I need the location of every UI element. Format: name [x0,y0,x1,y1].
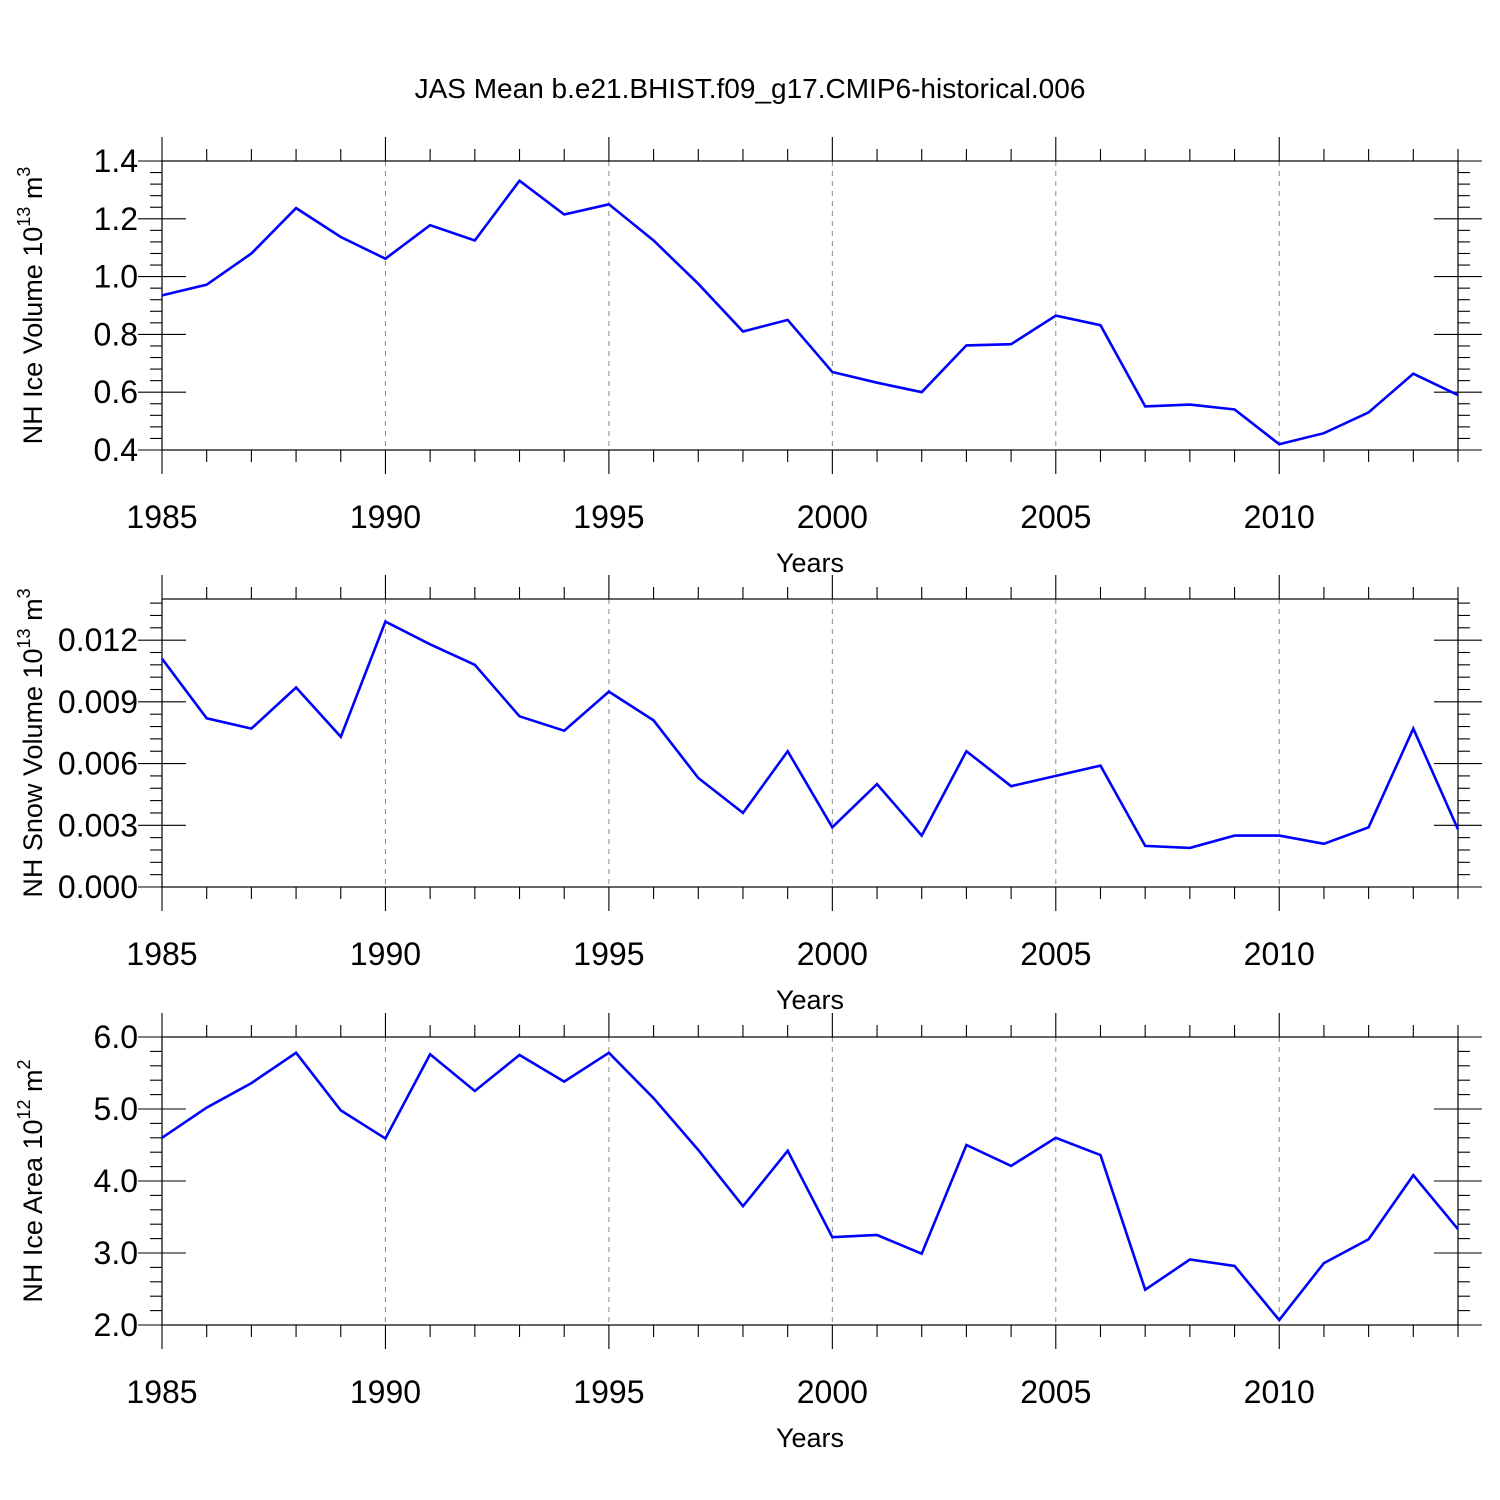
x-tick-label: 1985 [126,936,197,972]
x-tick-label: 1990 [350,1374,421,1410]
x-tick-label: 1990 [350,936,421,972]
y-axis-label-text: NH Ice Area 10 [18,1119,48,1302]
y-axis-label-exponent: 13 [14,207,34,227]
y-axis-label-exponent: 12 [14,1099,34,1119]
y-tick-label: 6.0 [94,1019,138,1055]
y-axis-label-unit-exponent: 3 [14,588,34,598]
series-line [161,178,1459,446]
plot-frame [161,598,1459,888]
y-axis-label-unit-exponent: 2 [14,1059,34,1069]
y-tick-label: 4.0 [94,1163,138,1199]
y-axis-label-exponent: 13 [14,628,34,648]
chart-title: JAS Mean b.e21.BHIST.f09_g17.CMIP6-histo… [415,73,1086,104]
y-tick-label: 1.0 [94,259,138,295]
y-axis-label: NH Ice Area 1012 m2 [14,1059,48,1302]
x-tick-label: 2000 [797,1374,868,1410]
y-axis-label-text: NH Snow Volume 10 [18,648,48,897]
x-tick-label: 1995 [573,1374,644,1410]
series-line [161,1051,1460,1323]
y-tick-label: 0.012 [58,622,138,658]
x-axis-label: Years [776,1423,844,1453]
y-axis-label-unit: m [18,177,48,207]
y-axis-label-unit-exponent: 3 [14,167,34,177]
y-tick-label: 0.009 [58,684,138,720]
panels: 1985 1990 1995 2000 2005 2010 0.4 0.6 0.8 1.0 1.2 1… [14,137,1482,1453]
x-tick-label: 1995 [573,936,644,972]
x-tick-label: 2000 [797,499,868,535]
x-tick-label: 2005 [1020,1374,1091,1410]
y-axis-label-unit: m [18,598,48,628]
x-tick-label: 1995 [573,499,644,535]
x-tick-label: 2000 [797,936,868,972]
x-axis-label: Years [776,985,844,1015]
plot-frame [161,160,1459,451]
x-tick-label: 2010 [1244,936,1315,972]
x-tick-label: 2010 [1244,499,1315,535]
y-tick-label: 0.8 [94,316,138,352]
y-tick-label: 1.4 [94,143,138,179]
x-tick-label: 2010 [1244,1374,1315,1410]
y-axis-label-unit: m [18,1069,48,1099]
plot-frame [161,1036,1459,1326]
x-tick-label: 2005 [1020,936,1091,972]
y-tick-label: 0.003 [58,807,138,843]
panel-2: 1985 1990 1995 2000 2005 2010 0.000 0.003 0.006 0… [14,575,1482,1015]
x-axis-label: Years [776,548,844,578]
y-tick-label: 3.0 [94,1235,138,1271]
y-tick-label: 1.2 [94,201,138,237]
series-line [160,619,1460,850]
y-tick-label: 0.4 [94,432,138,468]
y-tick-label: 0.006 [58,746,138,782]
y-tick-label: 2.0 [94,1307,138,1343]
y-tick-label: 0.000 [58,869,138,905]
y-tick-label: 5.0 [94,1091,138,1127]
y-tick-label: 0.6 [94,374,138,410]
panel-1: 1985 1990 1995 2000 2005 2010 0.4 0.6 0.8 1.0 1.2 1… [14,137,1482,578]
x-tick-label: 2005 [1020,499,1091,535]
x-tick-label: 1990 [350,499,421,535]
y-axis-label: NH Ice Volume 1013 m3 [14,167,48,445]
y-axis-label: NH Snow Volume 1013 m3 [14,588,48,897]
x-tick-label: 1985 [126,1374,197,1410]
y-axis-label-text: NH Ice Volume 10 [18,227,48,445]
x-tick-label: 1985 [126,499,197,535]
panel-3: 1985 1990 1995 2000 2005 2010 2.0 3.0 4.0 5.0 6.0 Y… [14,1013,1482,1453]
